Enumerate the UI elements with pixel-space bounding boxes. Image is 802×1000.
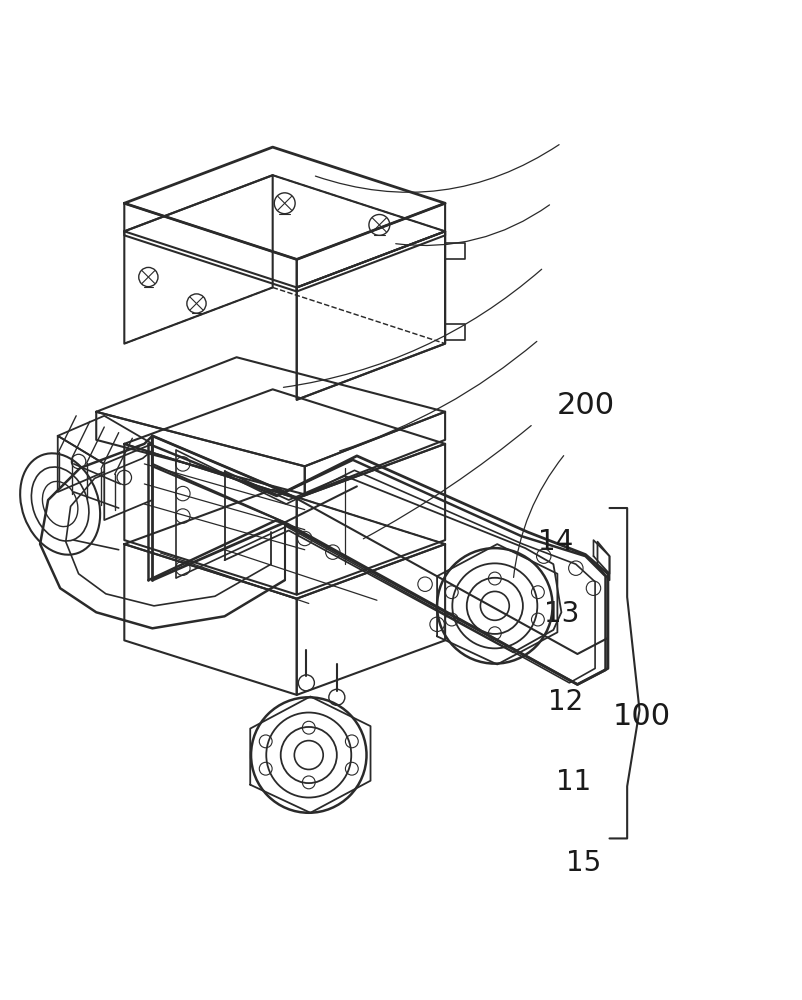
Text: 11: 11 [556, 768, 591, 796]
Text: 100: 100 [613, 702, 670, 731]
Text: 13: 13 [544, 600, 579, 628]
Text: 200: 200 [557, 391, 614, 420]
Text: 12: 12 [548, 688, 583, 716]
Text: 15: 15 [566, 849, 602, 877]
Text: 14: 14 [538, 528, 573, 556]
